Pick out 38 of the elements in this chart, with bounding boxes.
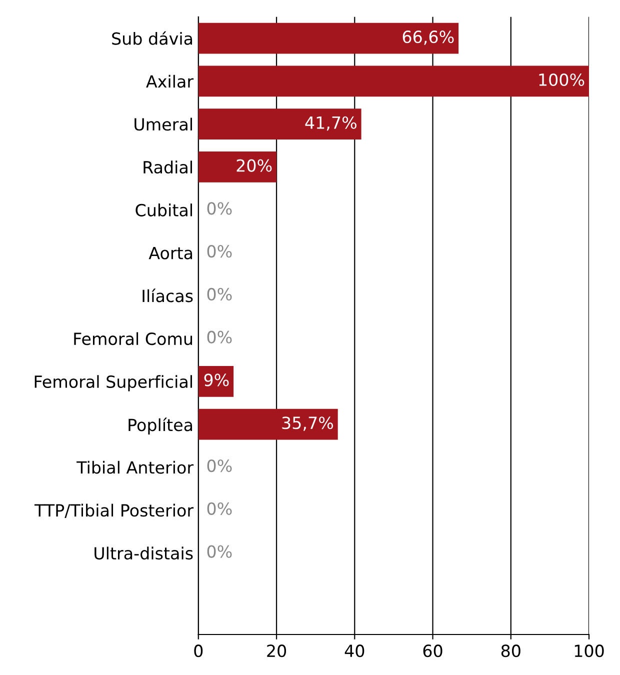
data-label: 0% — [207, 502, 232, 515]
y-tick-label: Femoral Comu — [74, 332, 192, 346]
y-tick-label: Umeral — [134, 118, 192, 131]
data-label: 0% — [207, 330, 232, 344]
bar — [198, 108, 362, 140]
x-tick-label: 60 — [423, 644, 442, 658]
x-tick-label: 0 — [194, 644, 203, 658]
y-tick-label: TTP/Tibial Posterior — [34, 504, 194, 518]
x-tick-label: 40 — [344, 644, 364, 658]
y-tick-label: Cubital — [136, 204, 192, 216]
x-tick-label: 20 — [267, 644, 286, 658]
bar — [198, 66, 589, 97]
y-tick-label: Poplítea — [128, 418, 192, 434]
bar — [198, 408, 338, 440]
y-tick-label: Aorta — [148, 246, 192, 260]
data-label: 35,7% — [282, 416, 334, 431]
y-tick-label: Ilíacas — [142, 288, 193, 302]
y-tick-label: Tibial Anterior — [76, 460, 194, 474]
bar — [198, 366, 234, 397]
data-label: 9% — [204, 374, 229, 386]
x-tick-label: 80 — [501, 644, 520, 658]
data-label: 0% — [207, 545, 232, 558]
y-tick-label: Femoral Superficial — [34, 375, 192, 392]
data-label: 100% — [539, 73, 584, 86]
y-tick-label: Sub dávia — [112, 31, 192, 45]
data-label: 0% — [207, 459, 232, 472]
data-label: 20% — [236, 159, 272, 172]
data-label: 0% — [207, 288, 232, 300]
data-label: 0% — [207, 202, 232, 215]
y-tick-label: Ultra-distais — [94, 546, 193, 560]
bar — [198, 22, 459, 54]
x-tick-label: 100 — [574, 644, 604, 658]
y-tick-label: Radial — [144, 160, 192, 174]
data-label: 66,6% — [402, 30, 454, 45]
data-label: 0% — [207, 245, 232, 258]
y-tick-label: Axilar — [146, 74, 194, 88]
data-label: 41,7% — [305, 116, 356, 131]
bar — [198, 152, 277, 182]
